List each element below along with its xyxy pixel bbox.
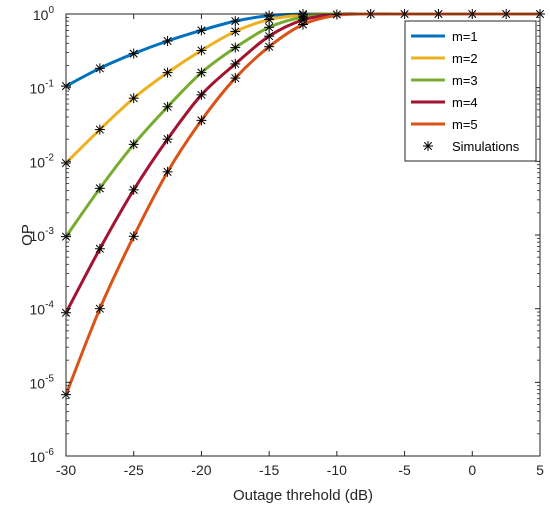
x-tick-label: 5 — [536, 462, 544, 478]
x-tick-label: -30 — [56, 462, 76, 478]
simulation-point — [196, 115, 207, 126]
simulation-point — [264, 22, 275, 33]
y-tick-label: 10-3 — [30, 226, 55, 244]
legend-box — [404, 20, 537, 162]
simulation-point — [128, 93, 139, 104]
simulation-point — [94, 63, 105, 74]
legend-label-m1: m=1 — [452, 29, 478, 44]
simulation-point — [196, 45, 207, 56]
simulation-point — [230, 58, 241, 69]
simulation-point — [162, 67, 173, 78]
simulation-point — [196, 25, 207, 36]
simulation-point — [298, 19, 308, 30]
simulation-point — [196, 67, 207, 78]
x-tick-label: -20 — [191, 462, 211, 478]
simulation-point — [162, 134, 173, 145]
legend: m=1 m=2 m=3 m=4 m=5 Simulations — [404, 20, 537, 162]
legend-swatch-simulations — [423, 141, 433, 151]
simulation-point — [128, 184, 139, 195]
x-tick-label: -25 — [124, 462, 144, 478]
y-tick-label: 10-1 — [30, 79, 55, 97]
simulation-point — [128, 231, 139, 242]
simulation-point — [230, 73, 241, 84]
y-tick-label: 100 — [33, 5, 55, 23]
simulation-point — [94, 183, 105, 194]
legend-label-m4: m=4 — [452, 95, 478, 110]
simulation-point — [264, 31, 275, 42]
y-tick-label: 10-5 — [30, 373, 55, 391]
legend-label-m2: m=2 — [452, 51, 478, 66]
y-tick-label: 10-4 — [30, 300, 55, 318]
simulation-point — [128, 48, 139, 59]
simulation-point — [128, 139, 139, 150]
simulation-point — [230, 26, 241, 37]
simulation-point — [230, 16, 241, 27]
simulation-point — [94, 243, 105, 254]
legend-label-m3: m=3 — [452, 73, 478, 88]
simulation-point — [162, 166, 173, 177]
x-tick-label: -10 — [327, 462, 347, 478]
axis-ticks: -30 -25 -20 -15 -10 -5 0 5 100 10-1 10-2 10-3 10-4 10… — [30, 5, 545, 478]
simulation-point — [162, 36, 173, 47]
simulation-point — [94, 303, 105, 314]
y-axis-label: OP — [19, 224, 36, 246]
simulation-point — [162, 101, 173, 112]
x-tick-label: -5 — [398, 462, 411, 478]
legend-label-m5: m=5 — [452, 117, 478, 132]
y-tick-label: 10-2 — [30, 152, 55, 170]
legend-label-simulations: Simulations — [452, 139, 520, 154]
x-axis-label: Outage threhold (dB) — [233, 487, 373, 504]
y-tick-label: 10-6 — [30, 447, 55, 465]
simulation-point — [230, 42, 241, 53]
x-tick-label: 0 — [468, 462, 476, 478]
simulation-point — [94, 124, 105, 135]
simulation-point — [264, 41, 275, 52]
simulation-point — [196, 89, 207, 100]
x-tick-label: -15 — [259, 462, 279, 478]
